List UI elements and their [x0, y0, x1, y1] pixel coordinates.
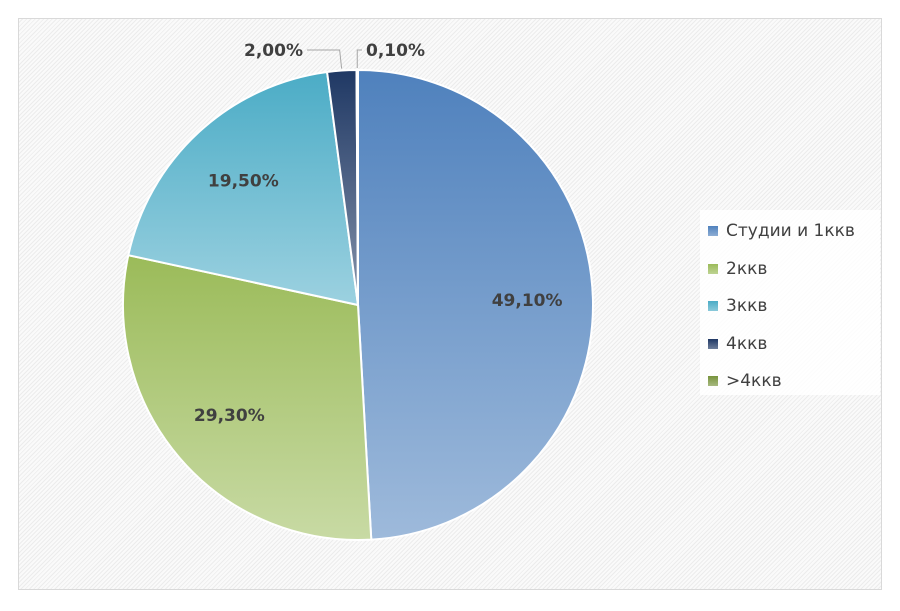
legend-swatch [708, 376, 718, 386]
leader-line [356, 49, 362, 69]
pie-slice-3 [127, 70, 360, 307]
legend: Студии и 1ккв 2ккв 3ккв 4ккв >4ккв [700, 210, 880, 395]
data-label: 19,50% [208, 172, 279, 192]
legend-item: Студии и 1ккв [708, 219, 855, 243]
data-label: 0,10% [366, 41, 425, 61]
pie-slice-5 [355, 68, 359, 306]
legend-swatch [708, 301, 718, 311]
legend-label: 2ккв [726, 258, 768, 279]
legend-label: Студии и 1ккв [726, 221, 855, 241]
legend-label: 3ккв [726, 296, 768, 316]
data-label: 49,10% [492, 291, 563, 311]
data-label: 2,00% [244, 41, 303, 61]
legend-item: 2ккв [708, 257, 767, 281]
legend-item: 3ккв [708, 294, 767, 318]
legend-swatch [708, 263, 718, 274]
data-label: 29,30% [194, 406, 265, 426]
legend-label: >4ккв [726, 371, 782, 391]
pie-slice-2 [122, 253, 373, 541]
legend-label: 4ккв [726, 333, 768, 354]
legend-item: >4ккв [708, 369, 782, 393]
leader-line [307, 49, 343, 69]
legend-swatch [708, 226, 718, 236]
legend-item: 4ккв [708, 332, 767, 356]
legend-swatch [708, 338, 718, 349]
pie-slice-1 [357, 68, 594, 541]
